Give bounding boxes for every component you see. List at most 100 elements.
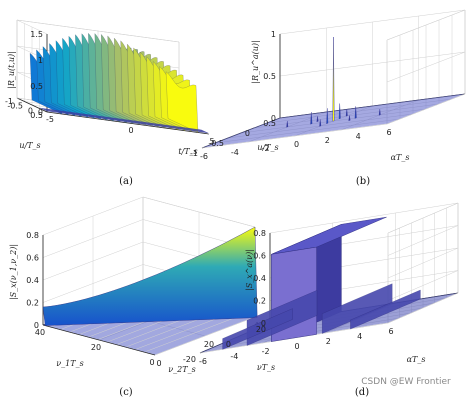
x-axis-label-a: t/T_s bbox=[178, 147, 197, 156]
z-axis-label-d: |S_x^a(ν)| bbox=[245, 249, 254, 291]
x-tick-label-c: 0 bbox=[156, 359, 161, 368]
z-tick-label-d: 0.2 bbox=[253, 297, 266, 306]
z-tick-label-c: 0.4 bbox=[26, 276, 39, 285]
z-tick-label-c: 0.8 bbox=[26, 231, 39, 240]
caption-a: (a) bbox=[119, 176, 133, 187]
y-tick-label-b: -0.5 bbox=[208, 139, 224, 148]
z-tick-label-a: 1.5 bbox=[30, 30, 43, 39]
spike-b bbox=[310, 112, 313, 125]
y-tick-label-a: -1 bbox=[5, 97, 13, 106]
watermark: CSDN @EW Frontier bbox=[361, 377, 451, 387]
y-tick-label-b: 0.5 bbox=[263, 119, 276, 128]
y-tick-label-b: -1 bbox=[190, 149, 198, 158]
x-tick-label-b: -6 bbox=[200, 152, 208, 161]
z-tick-label-c: 0 bbox=[34, 321, 39, 330]
spike-b bbox=[316, 116, 319, 123]
x-axis-label-c: ν_2T_s bbox=[168, 365, 195, 374]
spike-b bbox=[326, 108, 329, 125]
x-tick-label-d: 0 bbox=[294, 342, 299, 351]
z-tick-label-c: 0.6 bbox=[26, 254, 39, 263]
chart-d: 00.20.40.60.8-6-4-20246-20020|S_x^a(ν)|α… bbox=[183, 202, 459, 398]
x-tick-label-b: -2 bbox=[262, 144, 270, 153]
x-tick-label-b: -4 bbox=[231, 148, 239, 157]
box-edge-a bbox=[16, 19, 180, 43]
chart-a: 00.511.5-505-1-0.500.5|R_u(t,u)|t/T_su/T… bbox=[5, 19, 215, 187]
box-edge-b bbox=[386, 93, 466, 125]
y-axis-label-a: u/T_s bbox=[19, 141, 40, 150]
box-edge-c bbox=[142, 196, 256, 228]
y-tick-label-d: 0 bbox=[226, 340, 231, 349]
floor-surface-a bbox=[39, 107, 209, 134]
z-tick-label-d: 0 bbox=[261, 319, 266, 328]
x-axis-label-d: αT_s bbox=[407, 355, 426, 364]
y-axis-line-a bbox=[16, 97, 48, 113]
x-tick-label-d: 4 bbox=[357, 332, 362, 341]
z-tick-label-b: 1 bbox=[271, 30, 276, 39]
x-axis-line-c bbox=[42, 324, 156, 356]
y-tick-label-c: 20 bbox=[91, 343, 101, 352]
spike-b bbox=[354, 106, 357, 119]
z-tick-label-a: 0 bbox=[38, 108, 43, 117]
x-axis-label-b: αT_s bbox=[391, 153, 410, 162]
z-axis-label-b: |R_u^a(u)| bbox=[251, 40, 260, 83]
chart-b: 00.51-6 -4 -2 0 2 4 6-1-0.500.5|R_u^a(u)|αT_su… bbox=[190, 9, 466, 187]
y-tick-label-a: 0.5 bbox=[30, 111, 43, 120]
x-axis-line-a bbox=[46, 111, 210, 135]
y-tick-label-a: 0 bbox=[28, 106, 33, 115]
spike-b bbox=[319, 119, 322, 127]
diagonal-surface-c bbox=[42, 226, 258, 326]
z-tick-label-d: 0.6 bbox=[253, 252, 266, 261]
z-tick-label-b: 0.5 bbox=[263, 72, 276, 81]
z-tick-label-d: 0.8 bbox=[253, 229, 266, 238]
caption-b: (b) bbox=[356, 176, 370, 187]
spike-b bbox=[378, 109, 381, 116]
box-edge-d bbox=[387, 292, 459, 324]
x-tick-label-d: 2 bbox=[326, 337, 331, 346]
chart-c: 00.20.40.60.80204002040|S_x(ν_1,ν_2)|ν_2… bbox=[9, 196, 264, 398]
step-surface-d bbox=[322, 283, 393, 334]
step-surface-d bbox=[350, 289, 421, 330]
z-axis-label-c: |S_x(ν_1,ν_2)| bbox=[9, 244, 18, 300]
gridline-z-side-d bbox=[269, 202, 459, 234]
box-edge-b bbox=[201, 123, 388, 149]
box-edge-b bbox=[386, 9, 466, 41]
spike-b bbox=[345, 109, 348, 117]
z-tick-label-d: 0.4 bbox=[253, 274, 266, 283]
spike-b bbox=[332, 36, 335, 122]
z-axis-label-a: |R_u(t,u)| bbox=[7, 51, 16, 89]
x-tick-label-a: 0 bbox=[128, 126, 133, 135]
y-axis-label-c: ν_1T_s bbox=[56, 359, 83, 368]
spike-b bbox=[338, 103, 341, 120]
x-tick-label-b: 2 bbox=[325, 136, 330, 145]
z-tick-label-b: 0 bbox=[271, 114, 276, 123]
y-axis-label-b: u/T_s bbox=[257, 143, 278, 152]
y-tick-label-a: -0.5 bbox=[7, 102, 23, 111]
floor-mesh-c bbox=[145, 313, 246, 352]
y-tick-label-d: 20 bbox=[256, 325, 266, 334]
z-tick-label-a: 0.5 bbox=[30, 82, 43, 91]
x-tick-label-b: 4 bbox=[356, 132, 361, 141]
spike-b bbox=[286, 121, 289, 128]
y-tick-label-b: 0 bbox=[245, 129, 250, 138]
x-tick-label-a: 5 bbox=[209, 137, 214, 146]
x-tick-label-d: -6 bbox=[199, 357, 207, 366]
x-tick-label-b: 6 bbox=[386, 128, 391, 137]
caption-c: (c) bbox=[119, 387, 133, 398]
y-tick-label-d: -20 bbox=[183, 355, 196, 364]
x-tick-label-a: -5 bbox=[46, 115, 54, 124]
z-tick-label-a: 1 bbox=[38, 56, 43, 65]
x-tick-label-d: -2 bbox=[262, 347, 270, 356]
x-tick-label-d: 6 bbox=[388, 327, 393, 336]
y-tick-label-c: 40 bbox=[35, 328, 45, 337]
y-tick-label-c: 0 bbox=[149, 358, 154, 367]
x-tick-label-d: -4 bbox=[230, 352, 238, 361]
x-tick-label-c: 20 bbox=[204, 340, 214, 349]
x-tick-label-b: 0 bbox=[294, 140, 299, 149]
box-edge-d bbox=[387, 202, 459, 234]
y-axis-label-d: νT_s bbox=[257, 363, 275, 372]
z-tick-label-c: 0.2 bbox=[26, 299, 39, 308]
caption-d: (d) bbox=[355, 387, 369, 398]
box-edge-c bbox=[154, 316, 256, 356]
step-surface-d bbox=[222, 308, 293, 350]
